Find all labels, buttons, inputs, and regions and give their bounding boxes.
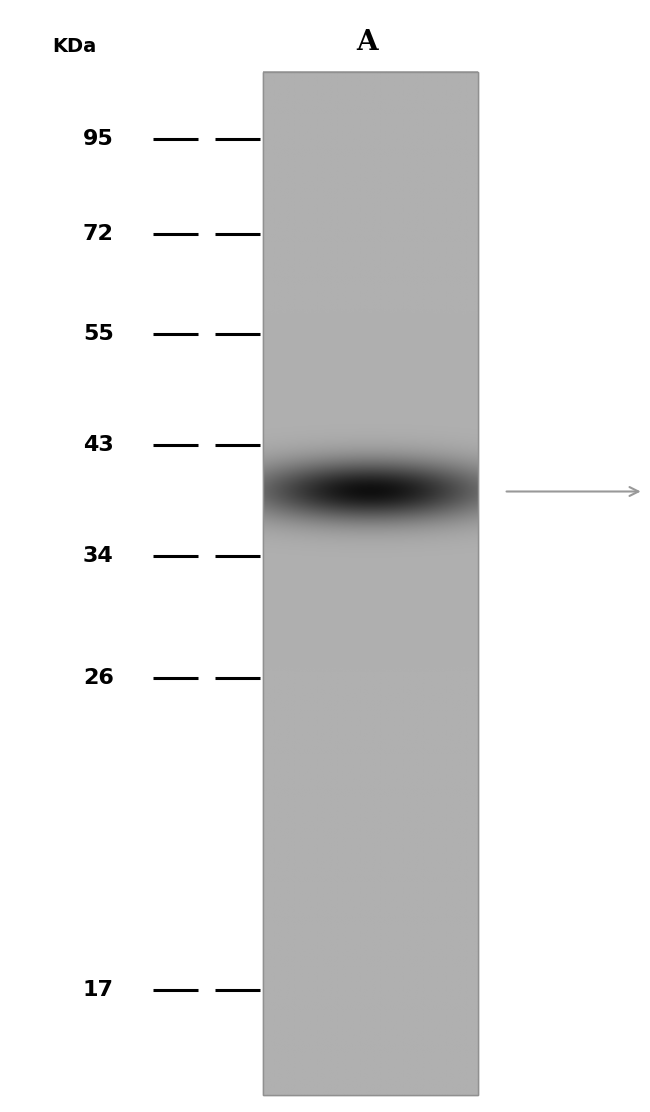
Text: 34: 34 [83,546,114,566]
Text: 43: 43 [83,435,114,455]
Text: 72: 72 [83,224,114,244]
Text: 95: 95 [83,129,114,149]
Text: 17: 17 [83,980,114,1000]
Text: KDa: KDa [53,37,97,56]
Text: 26: 26 [83,668,114,688]
Bar [263,72,478,1095]
Bar [263,72,478,1095]
Text: A: A [356,29,378,56]
Text: 55: 55 [83,324,114,344]
